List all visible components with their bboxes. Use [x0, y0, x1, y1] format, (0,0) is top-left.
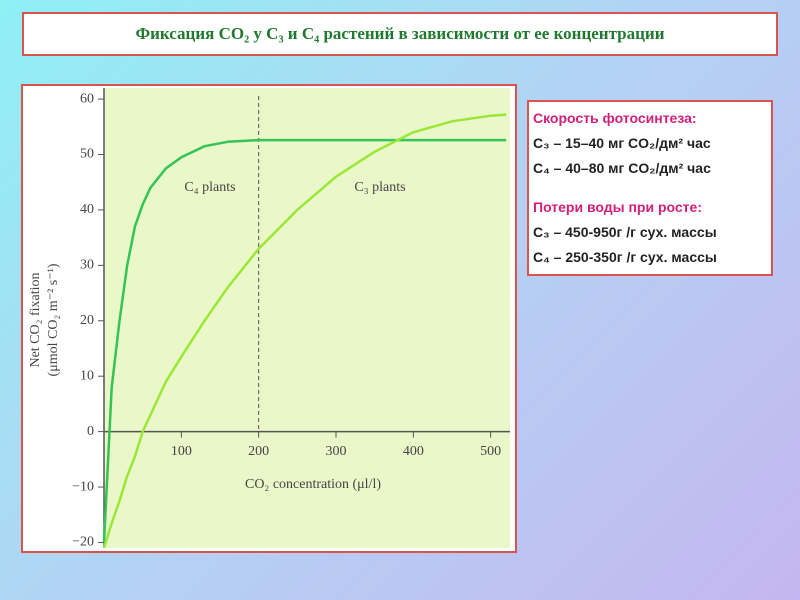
x-tick-label: 400	[403, 444, 424, 459]
annotation: C₃ plants	[354, 180, 405, 195]
y-tick-label: −20	[72, 535, 94, 550]
info-line: C₃ – 15–40 мг CO₂/дм² час	[533, 135, 711, 151]
x-tick-label: 100	[171, 444, 192, 459]
y-tick-label: 40	[80, 202, 94, 217]
y-tick-label: 60	[80, 91, 94, 106]
y-tick-label: 0	[87, 424, 94, 439]
x-tick-label: 200	[248, 444, 269, 459]
y-tick-label: 20	[80, 313, 94, 328]
y-tick-label: 10	[80, 368, 94, 383]
x-axis-label: CO₂ concentration (μl/l)	[245, 477, 381, 492]
x-tick-label: 300	[326, 444, 347, 459]
info-line: C₄ – 40–80 мг CO₂/дм² час	[533, 160, 711, 176]
info-line: C₃ – 450-950г /г сух. массы	[533, 224, 717, 240]
slide-title: Фиксация CO₂ у C₃ и C₄ растений в зависи…	[22, 12, 778, 56]
info-heading: Скорость фотосинтеза:	[533, 110, 697, 126]
y-axis-label: Net CO₂ fixation	[28, 272, 43, 367]
x-tick-label: 500	[480, 444, 501, 459]
info-heading: Потери воды при росте:	[533, 199, 702, 215]
series-line	[102, 113, 507, 549]
series-line	[102, 138, 507, 543]
info-line: C₄ – 250-350г /г сух. массы	[533, 249, 717, 265]
y-axis-label: (μmol CO₂ m⁻² s⁻¹)	[46, 263, 61, 376]
y-tick-label: 50	[80, 147, 94, 162]
info-box: Скорость фотосинтеза: C₃ – 15–40 мг CO₂/…	[527, 100, 773, 276]
y-tick-label: −10	[72, 479, 94, 494]
y-tick-label: 30	[80, 258, 94, 273]
annotation: C₄ plants	[184, 180, 235, 195]
